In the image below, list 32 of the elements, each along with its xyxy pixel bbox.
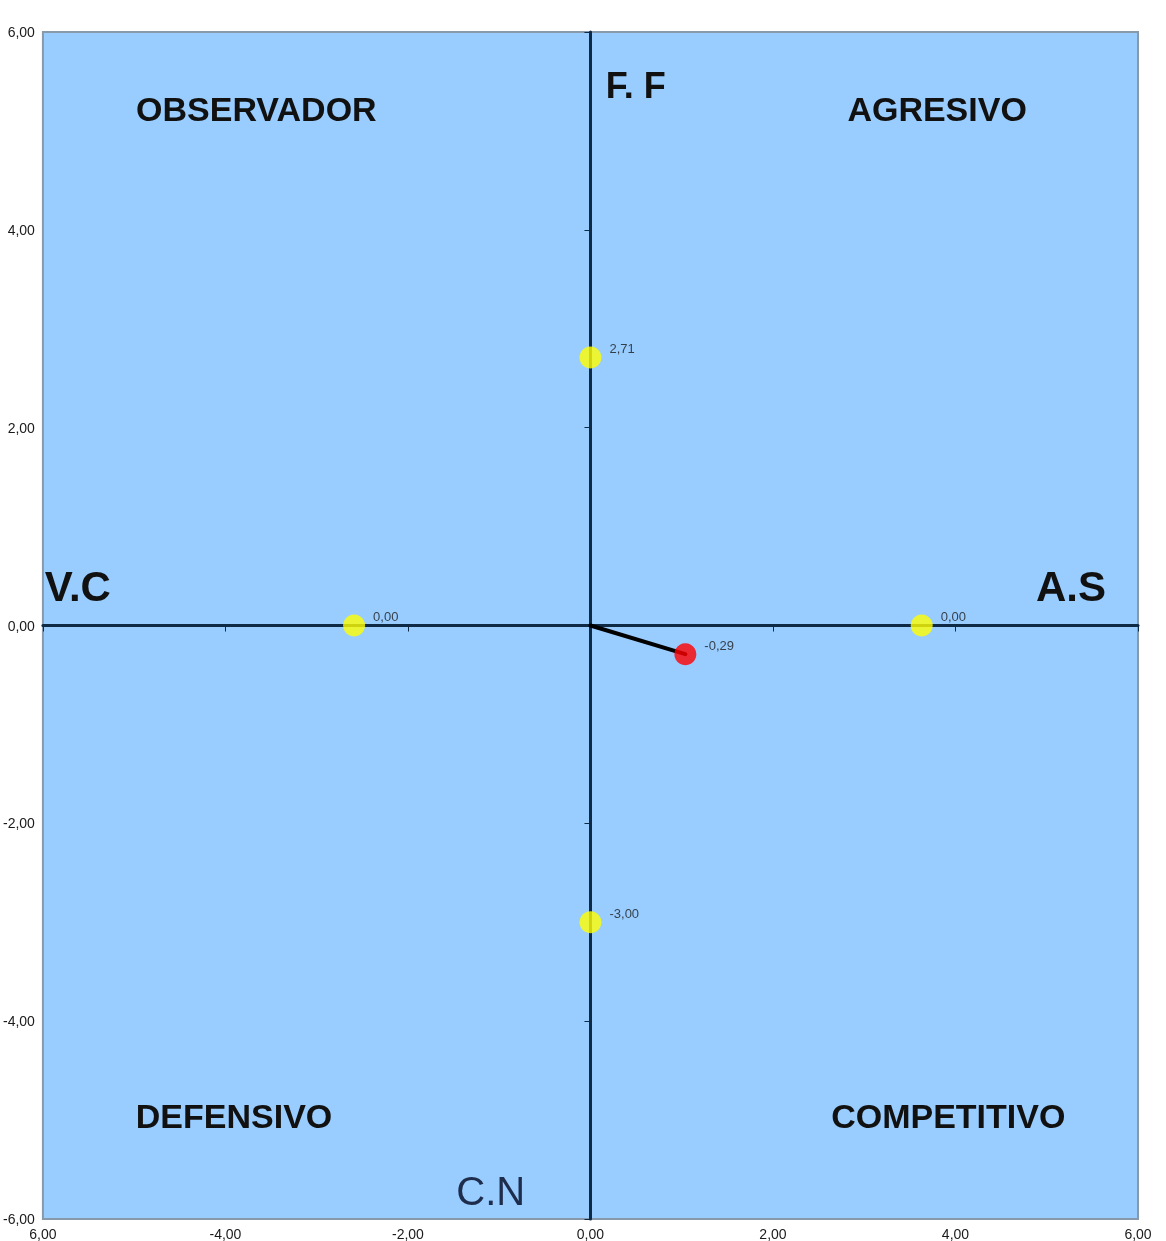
x-tick-label: 4,00: [941, 1226, 970, 1241]
annotation: A.S: [1036, 563, 1107, 611]
y-tick-label: -6,00: [2, 1211, 36, 1227]
annotation: F. F: [605, 65, 666, 107]
annotation: COMPETITIVO: [831, 1097, 1066, 1136]
annotation: V.C: [44, 563, 111, 611]
data-label: 2,71: [609, 340, 635, 356]
annotation: AGRESIVO: [847, 89, 1027, 128]
y-tick-label: -2,00: [2, 815, 36, 832]
data-label: -0,29: [704, 637, 734, 653]
point: [579, 911, 602, 934]
point: [910, 614, 933, 637]
annotation: OBSERVADOR: [136, 89, 377, 128]
x-tick-label: -2,00: [391, 1226, 425, 1241]
point: [674, 643, 697, 666]
x-tick-label: -4,00: [209, 1226, 242, 1241]
x-tick-label: 2,00: [759, 1226, 787, 1241]
point: [343, 614, 366, 637]
y-tick-label: -4,00: [2, 1013, 36, 1030]
y-tick-label: 0,00: [7, 617, 36, 634]
point: [579, 346, 602, 369]
data-label: 0,00: [940, 609, 967, 624]
y-tick-label: 6,00: [7, 24, 36, 40]
data-label: -3,00: [609, 905, 640, 921]
data-label: 0,00: [373, 609, 399, 624]
x-tick-label: 0,00: [576, 1226, 605, 1241]
y-tick-label: 2,00: [7, 419, 36, 436]
annotation: C.N: [456, 1169, 526, 1214]
y-tick-label: 4,00: [7, 221, 36, 238]
x-tick-label: 6,00: [1124, 1226, 1152, 1241]
annotation: DEFENSIVO: [135, 1097, 333, 1136]
x-tick-label: 6,00: [29, 1226, 57, 1241]
